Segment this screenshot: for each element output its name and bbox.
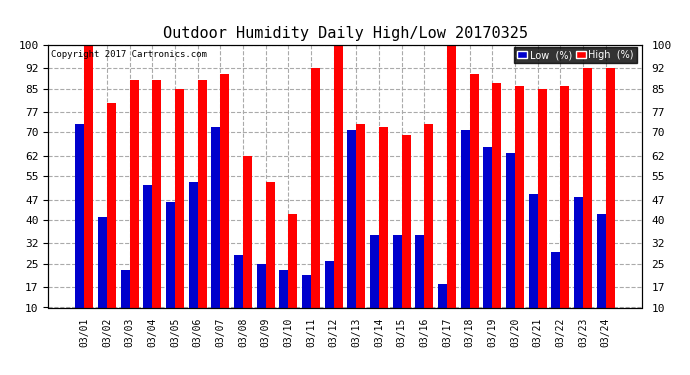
Bar: [393, 235, 402, 337]
Legend: Low  (%), High  (%): Low (%), High (%): [514, 47, 637, 63]
Bar: [483, 147, 493, 337]
Bar: [144, 185, 152, 337]
Bar: [506, 153, 515, 337]
Bar: [470, 74, 479, 337]
Bar: [243, 156, 252, 337]
Bar: [574, 196, 583, 337]
Bar: [379, 127, 388, 337]
Bar: [493, 83, 502, 337]
Bar: [175, 89, 184, 337]
Bar: [356, 124, 366, 337]
Bar: [98, 217, 107, 337]
Bar: [121, 270, 130, 337]
Bar: [220, 74, 229, 337]
Bar: [107, 104, 116, 337]
Bar: [188, 182, 197, 337]
Bar: [447, 45, 456, 337]
Bar: [84, 45, 93, 337]
Title: Outdoor Humidity Daily High/Low 20170325: Outdoor Humidity Daily High/Low 20170325: [163, 26, 527, 41]
Bar: [302, 275, 311, 337]
Bar: [597, 214, 606, 337]
Bar: [152, 80, 161, 337]
Bar: [288, 214, 297, 337]
Bar: [515, 86, 524, 337]
Bar: [311, 68, 320, 337]
Bar: [324, 261, 334, 337]
Bar: [560, 86, 569, 337]
Bar: [75, 124, 84, 337]
Bar: [370, 235, 379, 337]
Bar: [347, 130, 356, 337]
Bar: [402, 135, 411, 337]
Bar: [583, 68, 592, 337]
Bar: [211, 127, 220, 337]
Bar: [538, 89, 546, 337]
Bar: [234, 255, 243, 337]
Bar: [415, 235, 424, 337]
Bar: [438, 284, 447, 337]
Bar: [424, 124, 433, 337]
Bar: [529, 194, 538, 337]
Bar: [551, 252, 560, 337]
Bar: [266, 182, 275, 337]
Text: Copyright 2017 Cartronics.com: Copyright 2017 Cartronics.com: [51, 50, 207, 59]
Bar: [461, 130, 470, 337]
Bar: [166, 202, 175, 337]
Bar: [606, 68, 615, 337]
Bar: [130, 80, 139, 337]
Bar: [279, 270, 288, 337]
Bar: [257, 264, 266, 337]
Bar: [197, 80, 207, 337]
Bar: [334, 45, 343, 337]
